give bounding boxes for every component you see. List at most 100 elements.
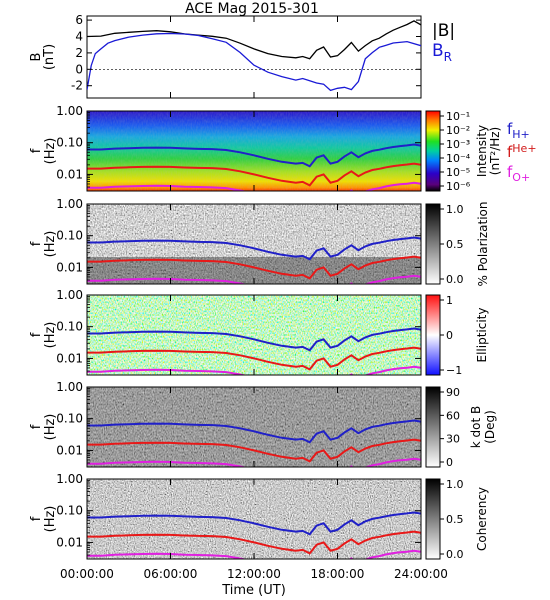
colorbar-tick-label: 0 xyxy=(446,329,453,342)
legend-fo-label: f xyxy=(507,163,513,181)
gyro-line-he xyxy=(87,346,421,371)
kdotb-panel: 1.00 0.10 0.01 f (Hz) 90 60 30 0 k dot B (Deg… xyxy=(29,380,497,469)
gyro-line-he xyxy=(87,530,421,555)
polarization-colorbar-ticks: 1.0 0.5 0.0 xyxy=(440,203,464,286)
intensity-yunit: (Hz) xyxy=(43,138,58,165)
kdotb-colorbar xyxy=(425,386,441,468)
ellipticity-colorbar xyxy=(425,294,441,376)
ytick-label: 0.01 xyxy=(56,167,83,181)
legend-fhe-label: f xyxy=(507,143,513,161)
ellipticity-y-ticks: 1.00 0.10 0.01 xyxy=(56,288,421,376)
colorbar-tick-label: 1.0 xyxy=(446,478,464,491)
kdotb-heatmap xyxy=(87,387,421,467)
kdotb-colorbar-unit: (Deg) xyxy=(483,410,497,444)
ytick-label: 1.00 xyxy=(56,380,83,394)
intensity-colorbar-ticks: 10⁻¹10⁻²10⁻³10⁻⁴10⁻⁵10⁻⁶ xyxy=(440,110,471,193)
gyro-lines-polarization xyxy=(87,236,421,284)
coherency-colorbar-label: Coherency xyxy=(475,487,489,551)
colorbar-tick-label: 0 xyxy=(446,456,453,469)
polarization-y-ticks: 1.00 0.10 0.01 xyxy=(56,197,421,285)
ytick-label: 0.10 xyxy=(56,136,83,150)
xtick-label: 24:00:00 xyxy=(394,567,448,581)
legend-fo: fO+ xyxy=(507,163,530,184)
gyro-line-o xyxy=(87,457,421,467)
b-yunit: (nT) xyxy=(42,44,57,70)
ytick-label: 0.10 xyxy=(56,412,83,426)
kdotb-colorbar-ticks: 90 60 30 0 xyxy=(440,386,460,469)
colorbar-tick-label: 10⁻¹ xyxy=(446,110,470,123)
b-panel-frame xyxy=(86,15,422,99)
gyro-lines-coherency xyxy=(87,511,421,559)
colorbar-tick-label: 0.5 xyxy=(446,513,464,526)
b-ylabel: B xyxy=(29,53,44,62)
intensity-ylabel: f xyxy=(29,148,44,153)
b-ytick-label: 6 xyxy=(75,13,83,27)
kdotb-colorbar-label: k dot B xyxy=(469,406,483,448)
legend-fh-sub: H+ xyxy=(512,128,530,141)
legend-fhe: fHe+ xyxy=(507,142,537,161)
colorbar-tick-label: 10⁻⁵ xyxy=(446,166,470,179)
legend-br: BR xyxy=(432,41,452,64)
xtick-label: 00:00:00 xyxy=(60,567,114,581)
gyro-lines-ellipticity xyxy=(87,327,421,375)
coherency-yunit: (Hz) xyxy=(43,506,58,533)
ellipticity-yunit: (Hz) xyxy=(43,322,58,349)
series-line-btotal xyxy=(87,20,421,60)
colorbar-tick-label: −1 xyxy=(446,364,462,377)
intensity-texture xyxy=(87,111,421,191)
intensity-y-ticks: 1.00 0.10 0.01 xyxy=(56,104,421,192)
coherency-y-ticks: 1.00 0.10 0.01 xyxy=(56,472,421,560)
intensity-colorbar-unit: (nT²/Hz) xyxy=(488,127,502,175)
gyro-lines-kdotb xyxy=(87,419,421,467)
xtick-label: 12:00:00 xyxy=(227,567,281,581)
colorbar-tick-label: 10⁻⁴ xyxy=(446,152,471,165)
xtick-label: 06:00:00 xyxy=(144,567,198,581)
coherency-ylabel: f xyxy=(29,516,44,521)
ytick-label: 1.00 xyxy=(56,197,83,211)
ytick-label: 1.00 xyxy=(56,288,83,302)
gyro-line-h xyxy=(87,236,421,261)
colorbar-tick-label: 10⁻³ xyxy=(446,138,470,151)
gyro-lines-intensity xyxy=(87,143,421,191)
colorbar-tick-label: 1 xyxy=(446,294,453,307)
legend-fo-sub: O+ xyxy=(512,171,530,184)
gyro-line-h xyxy=(87,511,421,536)
kdotb-shade xyxy=(87,387,421,467)
gyro-line-he xyxy=(87,255,421,280)
kdotb-ylabel: f xyxy=(29,424,44,429)
polarization-heatmap xyxy=(87,204,421,284)
gyro-line-h xyxy=(87,327,421,352)
b-ytick-label: 0 xyxy=(75,62,83,76)
gyro-line-he xyxy=(87,438,421,463)
b-y-ticks: 6 4 2 0 -2 xyxy=(71,13,421,93)
coherency-colorbar-ticks: 1.0 0.5 0.0 xyxy=(440,478,464,561)
b-ytick-label: 4 xyxy=(75,30,83,44)
legend-fh-label: f xyxy=(507,120,513,138)
b-ytick-label: -2 xyxy=(71,79,83,93)
legend-br-sub: R xyxy=(444,50,452,64)
ellipticity-panel: 1.00 0.10 0.01 f (Hz) 1 0 −1 Ellipticity xyxy=(29,288,489,377)
ytick-label: 1.00 xyxy=(56,104,83,118)
gyro-line-h xyxy=(87,143,421,168)
kdotb-yunit: (Hz) xyxy=(43,414,58,441)
colorbar-tick-label: 10⁻² xyxy=(446,124,470,137)
ytick-label: 1.00 xyxy=(56,472,83,486)
x-axis-label: Time (UT) xyxy=(221,583,286,598)
ytick-label: 0.01 xyxy=(56,351,83,365)
gyro-line-he xyxy=(87,162,421,187)
polarization-colorbar-label: % Polarization xyxy=(476,202,490,287)
figure-title: ACE Mag 2015-301 xyxy=(185,1,319,17)
coherency-panel: 1.00 0.10 0.01 f (Hz) 1.0 0.5 0.0 Coherency xyxy=(29,472,489,561)
ellipticity-ylabel: f xyxy=(29,332,44,337)
colorbar-tick-label: 60 xyxy=(446,409,460,422)
gyro-line-h xyxy=(87,419,421,444)
ytick-label: 0.01 xyxy=(56,535,83,549)
polarization-colorbar xyxy=(425,203,441,285)
colorbar-tick-label: 1.0 xyxy=(446,203,464,216)
colorbar-tick-label: 30 xyxy=(446,433,460,446)
kdotb-y-ticks: 1.00 0.10 0.01 xyxy=(56,380,421,468)
ellipticity-heatmap xyxy=(87,295,421,375)
legend-fh: fH+ xyxy=(507,120,530,141)
